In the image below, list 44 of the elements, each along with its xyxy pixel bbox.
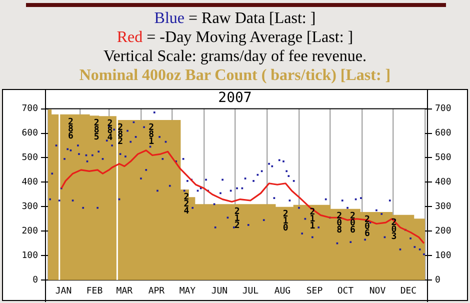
x-tick-label: SEP — [306, 286, 324, 297]
x-tick-label: MAY — [179, 286, 196, 297]
x-tick-label: AUG — [274, 286, 291, 297]
annotation: 210 — [282, 210, 288, 234]
annotation: 206 — [364, 214, 370, 239]
annotation: 286 — [68, 117, 74, 142]
x-tick-label: JAN — [55, 286, 72, 297]
y2-tick-label: 700 — [435, 104, 452, 114]
annotation: 212 — [234, 207, 240, 232]
y-tick-label: 300 — [22, 202, 38, 212]
annotation: 211 — [310, 208, 316, 232]
annotation: 281 — [148, 122, 154, 147]
x-tick-label: OCT — [337, 286, 354, 297]
y-tick-label: 200 — [22, 226, 38, 236]
x-tick-label: APR — [148, 286, 166, 297]
text: Blue = Raw Data [Last: ] — [153, 9, 317, 28]
annotation: 284 — [107, 118, 114, 143]
x-tick-label: NOV — [369, 286, 386, 297]
y2-tick-label: 100 — [435, 250, 452, 261]
y2-tick-label: 300 — [435, 202, 452, 212]
y2-tick-label: 200 — [435, 226, 452, 236]
y-tick-label: 700 — [22, 104, 38, 114]
annotation: 282 — [118, 122, 124, 147]
y-tick-label: 600 — [22, 128, 38, 139]
x-tick-label: JUN — [211, 286, 228, 297]
x-tick-label: DEC — [400, 286, 417, 297]
text: Vertical Scale: grams/day of fee revenue. — [102, 47, 368, 66]
annotation: 206 — [350, 212, 356, 236]
annotation: 285 — [94, 118, 100, 142]
annotation: 224 — [184, 192, 190, 216]
y-tick-label: 100 — [22, 250, 38, 261]
y2-tick-label: 600 — [435, 128, 452, 139]
y-tick-label: 0 — [32, 275, 38, 286]
text: Nominal 400oz Bar Count ( bars/tick) [Last: ] — [78, 66, 392, 85]
chart-title: 2007 — [218, 90, 252, 106]
x-tick-label: FEB — [86, 286, 103, 297]
y2-tick-label: 500 — [435, 153, 452, 164]
y-tick-label: 500 — [22, 153, 38, 164]
y2-tick-label: 400 — [435, 178, 452, 188]
text: Red = -Day Moving Average [Last: ] — [116, 28, 354, 47]
y-tick-label: 400 — [22, 178, 38, 188]
y2-tick-label: 0 — [435, 275, 440, 286]
x-tick-label: MAR — [116, 286, 134, 297]
x-tick-label: JUL — [242, 286, 259, 297]
